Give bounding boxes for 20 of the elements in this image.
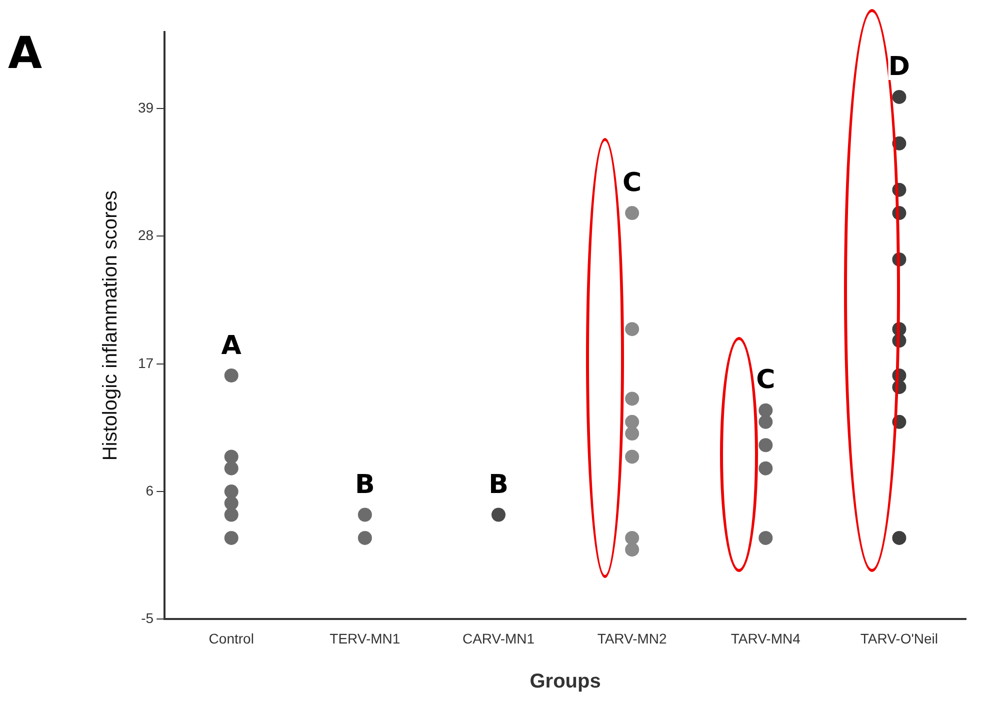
x-tick-label: Control	[208, 630, 254, 646]
x-tick-label: TARV-MN4	[730, 630, 801, 646]
annotation: C	[756, 365, 776, 396]
x-tick-label: CARV-MN1	[462, 630, 535, 646]
x-tick-label: TARV-O'Neil	[860, 630, 938, 646]
y-tick-label: 39	[138, 99, 154, 116]
annotation: A	[221, 330, 242, 360]
y-tick-label: 17	[138, 354, 154, 371]
y-tick-label: 28	[138, 227, 154, 244]
annotation: C	[622, 168, 642, 198]
y-tick-label: 6	[146, 482, 154, 498]
x-tick-label: TERV-MN1	[330, 630, 400, 646]
annotation: B	[488, 470, 508, 500]
y-tick-label: -5	[141, 610, 154, 626]
annotation: D	[888, 52, 910, 82]
x-axis-title: Groups	[530, 670, 601, 693]
text: A	[8, 28, 42, 79]
y-axis-title: Histologic inflammation scores	[100, 190, 122, 461]
x-tick-label: TARV-MN2	[597, 630, 668, 646]
annotation: B	[355, 470, 375, 500]
